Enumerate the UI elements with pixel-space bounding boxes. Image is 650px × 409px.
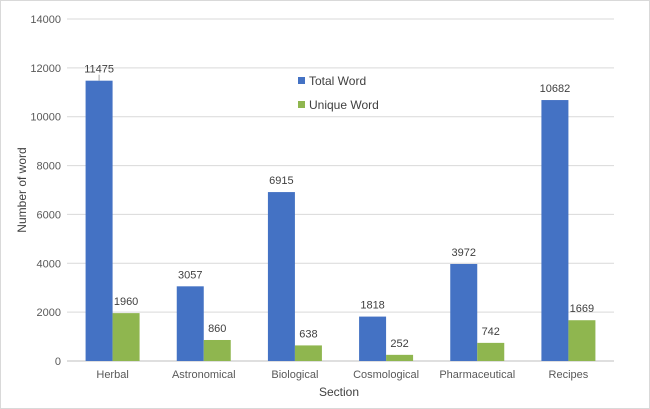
data-label: 6915 [269, 175, 293, 187]
y-tick-label: 0 [55, 356, 61, 368]
bar-total-word [85, 80, 113, 362]
y-tick-label: 2000 [37, 307, 61, 319]
bar-total-word [541, 100, 569, 361]
x-axis-title: Section [319, 385, 359, 399]
bar-unique-word [294, 345, 322, 361]
data-label: 638 [299, 328, 317, 340]
x-tick-label: Pharmaceutical [439, 369, 515, 381]
bar-total-word [450, 263, 478, 361]
grid-lines [67, 18, 614, 362]
bar-unique-word [477, 342, 505, 361]
data-label: 252 [390, 338, 408, 350]
x-axis-ticks: Herbal Astronomical Biological Cosmological… [96, 369, 588, 381]
data-label: 1818 [360, 300, 384, 312]
y-tick-label: 12000 [30, 63, 61, 75]
x-tick-label: Astronomical [172, 369, 236, 381]
legend-label: Total Word [309, 74, 366, 88]
y-tick-label: 8000 [37, 161, 61, 173]
bar-total-word [359, 316, 387, 361]
bar-unique-word [203, 339, 231, 361]
bar-unique-word [568, 320, 596, 361]
y-tick-label: 10000 [30, 112, 61, 124]
legend-swatch-total-word [298, 77, 305, 84]
data-label: 1960 [114, 296, 138, 308]
legend-swatch-unique-word [298, 101, 305, 108]
data-label: 10682 [540, 83, 571, 95]
y-tick-label: 6000 [37, 209, 61, 221]
data-label: 1669 [570, 303, 594, 315]
data-labels: 11475 1960 3057 860 6915 638 1818 252 3972 742 106… [84, 64, 594, 350]
bar-total-word [267, 192, 295, 361]
data-label: 11475 [84, 64, 114, 76]
x-tick-label: Biological [271, 369, 318, 381]
bar-unique-word [112, 313, 140, 361]
data-label: 3972 [452, 247, 476, 259]
bars [85, 80, 596, 362]
x-tick-label: Cosmological [353, 369, 419, 381]
x-tick-label: Herbal [96, 369, 128, 381]
data-label: 3057 [178, 269, 202, 281]
x-tick-label: Recipes [549, 369, 589, 381]
data-label: 742 [482, 326, 500, 338]
y-axis-ticks: 0 2000 4000 6000 8000 10000 12000 14000 [30, 14, 61, 368]
data-label: 860 [208, 323, 226, 335]
bar-unique-word [386, 354, 414, 361]
y-axis-title: Number of word [15, 147, 29, 232]
legend: Total Word Unique Word [298, 74, 379, 112]
bar-total-word [176, 286, 204, 361]
y-tick-label: 4000 [37, 258, 61, 270]
legend-label: Unique Word [309, 98, 379, 112]
y-tick-label: 14000 [30, 14, 61, 26]
